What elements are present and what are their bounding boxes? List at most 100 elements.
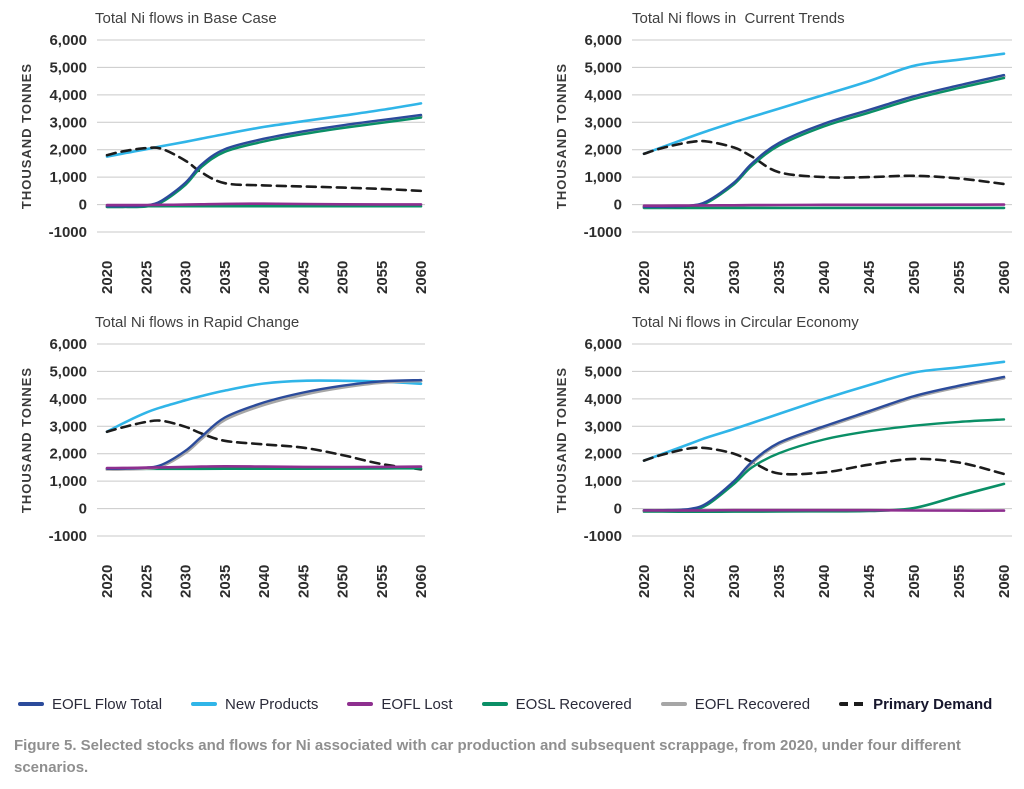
eofl-recovered-swatch-icon [660, 702, 687, 706]
chart-legend: EOFL Flow Total New Products EOFL Lost EOSL… [18, 693, 992, 715]
eofl-lost-line [105, 202, 423, 207]
x-axis-tick: 2045 [861, 261, 878, 294]
y-axis-tick: 6,000 [49, 32, 87, 49]
y-axis-tick: 1,000 [49, 169, 87, 186]
y-axis-tick: 0 [79, 501, 87, 518]
new-products-line [642, 360, 1006, 462]
primary-demand-swatch-icon [839, 702, 866, 706]
eofl-flow-total-line [105, 113, 423, 208]
rapid-change-plot: 6,000 5,000 4,000 3,000 2,000 1,000 0 -1000 2020… [19, 336, 430, 598]
y-axis-tick: 4,000 [584, 391, 622, 408]
x-axis-tick: 2055 [951, 261, 968, 294]
chart-title: Total Ni flows in Rapid Change [95, 314, 300, 331]
y-axis-label: THOUSAND TONNES [554, 367, 569, 513]
x-axis-tick: 2020 [99, 261, 116, 294]
y-axis-tick: 2,000 [49, 446, 87, 463]
y-axis-tick: 5,000 [49, 363, 87, 380]
y-axis-tick: 3,000 [584, 114, 622, 131]
primary-demand-line [105, 146, 423, 193]
y-axis-tick: 0 [614, 501, 622, 518]
legend-label: EOFL Lost [381, 695, 453, 713]
new-products-line [642, 52, 1006, 156]
y-axis-label: THOUSAND TONNES [554, 63, 569, 209]
y-axis-tick: 4,000 [584, 87, 622, 104]
y-axis-tick: 1,000 [584, 473, 622, 490]
y-axis-tick: 0 [79, 197, 87, 214]
y-axis-tick: 6,000 [49, 336, 87, 353]
y-axis-tick: 0 [614, 197, 622, 214]
x-axis-tick: 2060 [996, 565, 1013, 598]
current-trends-plot: 6,000 5,000 4,000 3,000 2,000 1,000 0 -1000 2020… [554, 32, 1013, 294]
eofl-recovered-line [105, 379, 423, 471]
primary-demand-line [642, 446, 1006, 476]
y-axis-tick: 4,000 [49, 87, 87, 104]
new-products-swatch-icon [191, 702, 218, 706]
circular-economy-plot: 6,000 5,000 4,000 3,000 2,000 1,000 0 -1000 2020… [554, 336, 1013, 598]
x-axis-tick: 2025 [681, 565, 698, 598]
y-axis-tick: 5,000 [584, 59, 622, 76]
legend-item-eofl-flow-total: EOFL Flow Total [18, 696, 162, 713]
legend-item-eofl-lost: EOFL Lost [347, 695, 453, 713]
eosl-recovered-line [642, 76, 1006, 209]
y-axis-tick: 1,000 [584, 169, 622, 186]
legend-label: Primary Demand [873, 695, 993, 713]
eofl-lost-line [105, 465, 423, 470]
chart-title: Total Ni flows in Base Case [95, 10, 277, 27]
y-axis-tick: -1000 [49, 224, 87, 241]
x-axis-tick: 2055 [951, 565, 968, 598]
legend-item-primary-demand: Primary Demand [839, 696, 992, 713]
x-axis-tick: 2040 [256, 261, 273, 294]
legend-item-eosl-recovered: EOSL Recovered [481, 696, 632, 713]
legend-item-new-products: New Products [191, 696, 318, 713]
x-axis-tick: 2030 [178, 261, 195, 294]
chart-circular-economy: Total Ni flows in Circular Economy 6,000… [536, 308, 1024, 608]
x-axis-tick: 2035 [771, 565, 788, 598]
chart-title: Total Ni flows in Current Trends [632, 10, 845, 27]
y-axis-tick: 2,000 [584, 142, 622, 159]
y-axis-tick: -1000 [49, 528, 87, 545]
x-axis-tick: 2060 [413, 261, 430, 294]
primary-demand-line [105, 419, 423, 471]
y-axis-tick: 1,000 [49, 473, 87, 490]
y-axis-label: THOUSAND TONNES [19, 367, 34, 513]
primary-demand-line [642, 139, 1006, 186]
chart-current-trends: Total Ni flows in Current Trends 6,000 5,… [536, 4, 1024, 304]
x-axis-tick: 2035 [217, 261, 234, 294]
x-axis-tick: 2050 [906, 261, 923, 294]
legend-item-eofl-recovered: EOFL Recovered [660, 695, 811, 713]
x-axis-tick: 2045 [295, 565, 312, 598]
x-axis-tick: 2040 [816, 565, 833, 598]
y-axis-tick: 3,000 [584, 418, 622, 435]
x-axis-tick: 2040 [816, 261, 833, 294]
x-axis-tick: 2050 [906, 565, 923, 598]
x-axis-tick: 2025 [138, 261, 155, 294]
y-axis-label: THOUSAND TONNES [19, 63, 34, 209]
x-axis-tick: 2020 [636, 565, 653, 598]
x-axis-tick: 2060 [413, 565, 430, 598]
eofl-recovered-line [105, 114, 423, 209]
eofl-flow-total-line [105, 378, 423, 470]
x-axis-tick: 2020 [636, 261, 653, 294]
y-axis-tick: 5,000 [584, 363, 622, 380]
y-axis-tick: 2,000 [584, 446, 622, 463]
y-axis-tick: -1000 [584, 528, 622, 545]
y-axis-tick: 3,000 [49, 418, 87, 435]
base-case-plot: 6,000 5,000 4,000 3,000 2,000 1,000 0 -1000 2020… [19, 32, 430, 294]
eofl-flow-total-swatch-icon [18, 702, 44, 706]
legend-label: EOFL Recovered [694, 695, 811, 713]
new-products-line [105, 379, 423, 434]
legend-label: EOFL Flow Total [52, 695, 163, 713]
eosl-recovered-line [105, 116, 423, 209]
y-axis-tick: 2,000 [49, 142, 87, 159]
chart-base-case: Total Ni flows in Base Case 6,000 5,000 4,… [15, 4, 515, 304]
y-axis-tick: 4,000 [49, 391, 87, 408]
x-axis-tick: 2060 [996, 261, 1013, 294]
x-axis-tick: 2040 [256, 565, 273, 598]
x-axis-tick: 2035 [771, 261, 788, 294]
x-axis-tick: 2025 [681, 261, 698, 294]
x-axis-tick: 2050 [335, 261, 352, 294]
chart-rapid-change: Total Ni flows in Rapid Change 6,000 5,00… [15, 308, 515, 608]
x-axis-tick: 2055 [374, 565, 391, 598]
x-axis-tick: 2030 [726, 261, 743, 294]
eofl-flow-total-line [642, 375, 1006, 512]
